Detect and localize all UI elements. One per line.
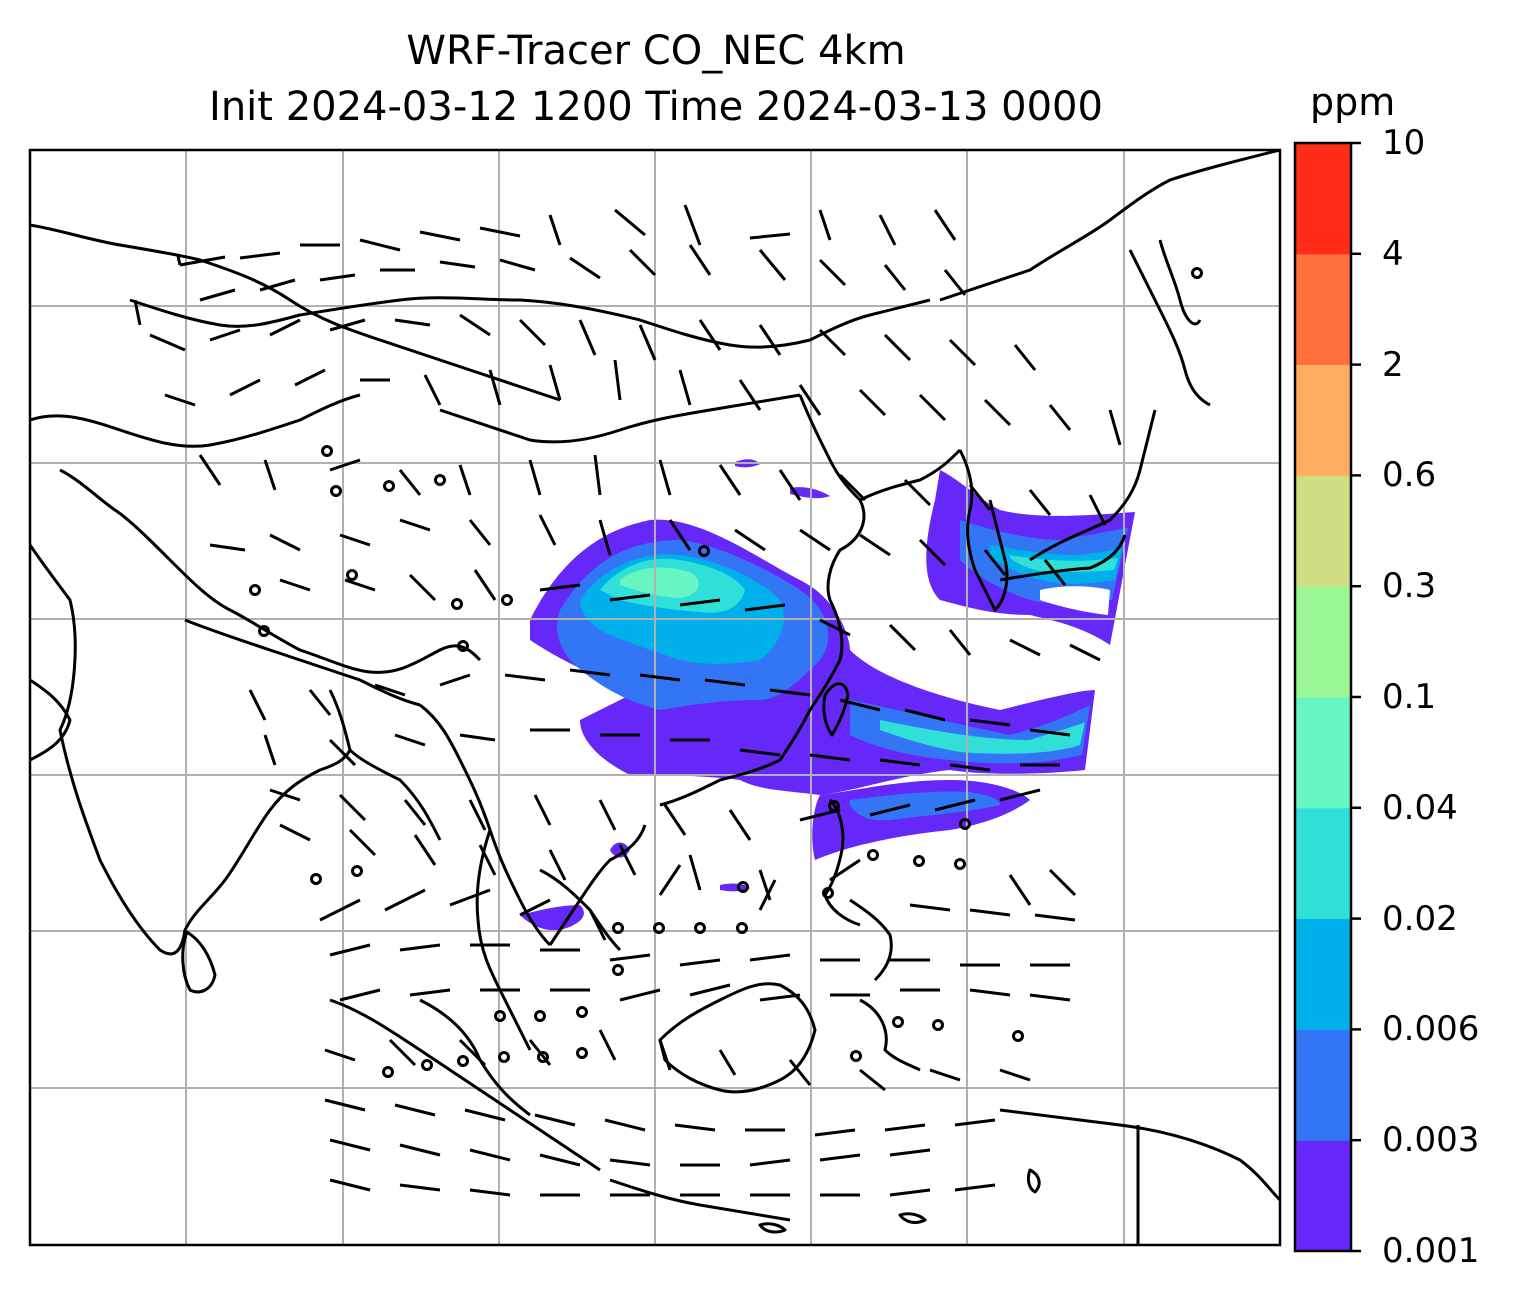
colorbar-segment — [1295, 475, 1351, 587]
colorbar-segment — [1295, 143, 1351, 255]
colorbar-segment — [1295, 918, 1351, 1030]
map-title-line-2: Init 2024-03-12 1200 Time 2024-03-13 000… — [209, 84, 1103, 130]
colorbar-tick-label: 0.6 — [1382, 455, 1437, 496]
colorbar-tick-label: 0.003 — [1382, 1120, 1480, 1161]
colorbar-tick-label: 0.02 — [1382, 898, 1458, 939]
colorbar-segment — [1295, 253, 1351, 366]
colorbar — [1293, 141, 1361, 1253]
co-tracer-plume — [520, 459, 1135, 931]
colorbar-segment — [1295, 1140, 1351, 1252]
colorbar-segment — [1295, 364, 1351, 476]
colorbar-tick-label: 2 — [1382, 344, 1404, 385]
map-frame — [28, 148, 1282, 1247]
colorbar-segment — [1295, 1029, 1351, 1141]
colorbar-tick-label: 0.1 — [1382, 677, 1437, 717]
colorbar-tick-label: 0.04 — [1382, 787, 1458, 828]
colorbar-segment — [1295, 697, 1351, 809]
colorbar-segment — [1295, 586, 1351, 698]
wind-barbs — [133, 204, 1203, 1197]
map-title-line-1: WRF-Tracer CO_NEC 4km — [406, 28, 906, 74]
colorbar-tick-label: 0.001 — [1382, 1231, 1480, 1271]
colorbar-tick-label: 0.006 — [1382, 1009, 1480, 1050]
map-gridlines — [30, 150, 1280, 1245]
colorbar-tick-label: 0.3 — [1382, 566, 1437, 607]
colorbar-tick-label: 4 — [1382, 233, 1404, 274]
colorbar-unit-label: ppm — [1310, 80, 1396, 124]
colorbar-tick-label: 10 — [1382, 123, 1426, 163]
colorbar-segment — [1295, 807, 1351, 920]
